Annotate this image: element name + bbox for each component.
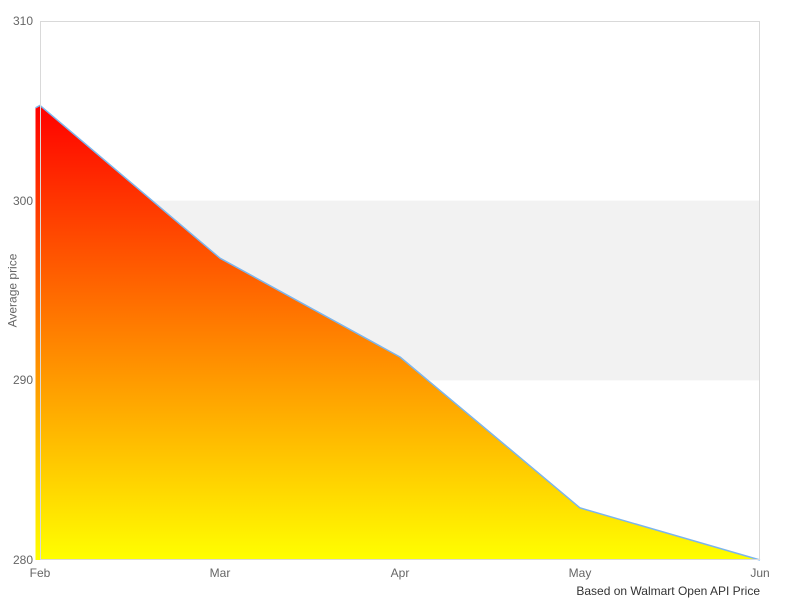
y-tick-300: 300: [12, 194, 33, 208]
y-tick-280: 280: [12, 553, 33, 567]
x-tick-jun: Jun: [750, 566, 770, 580]
y-tick-290: 290: [12, 373, 33, 387]
price-line-series: [35, 104, 761, 561]
x-tick-mar: Mar: [209, 566, 231, 580]
x-tick-may: May: [568, 566, 592, 580]
price-area-series: [35, 105, 760, 561]
chart-caption: Based on Walmart Open API Price: [576, 584, 760, 598]
x-tick-feb: Feb: [29, 566, 51, 580]
y-tick-310: 310: [12, 14, 33, 28]
x-tick-apr: Apr: [390, 566, 410, 580]
plot-border: [40, 21, 760, 560]
y-axis-title: Average price: [5, 253, 20, 328]
